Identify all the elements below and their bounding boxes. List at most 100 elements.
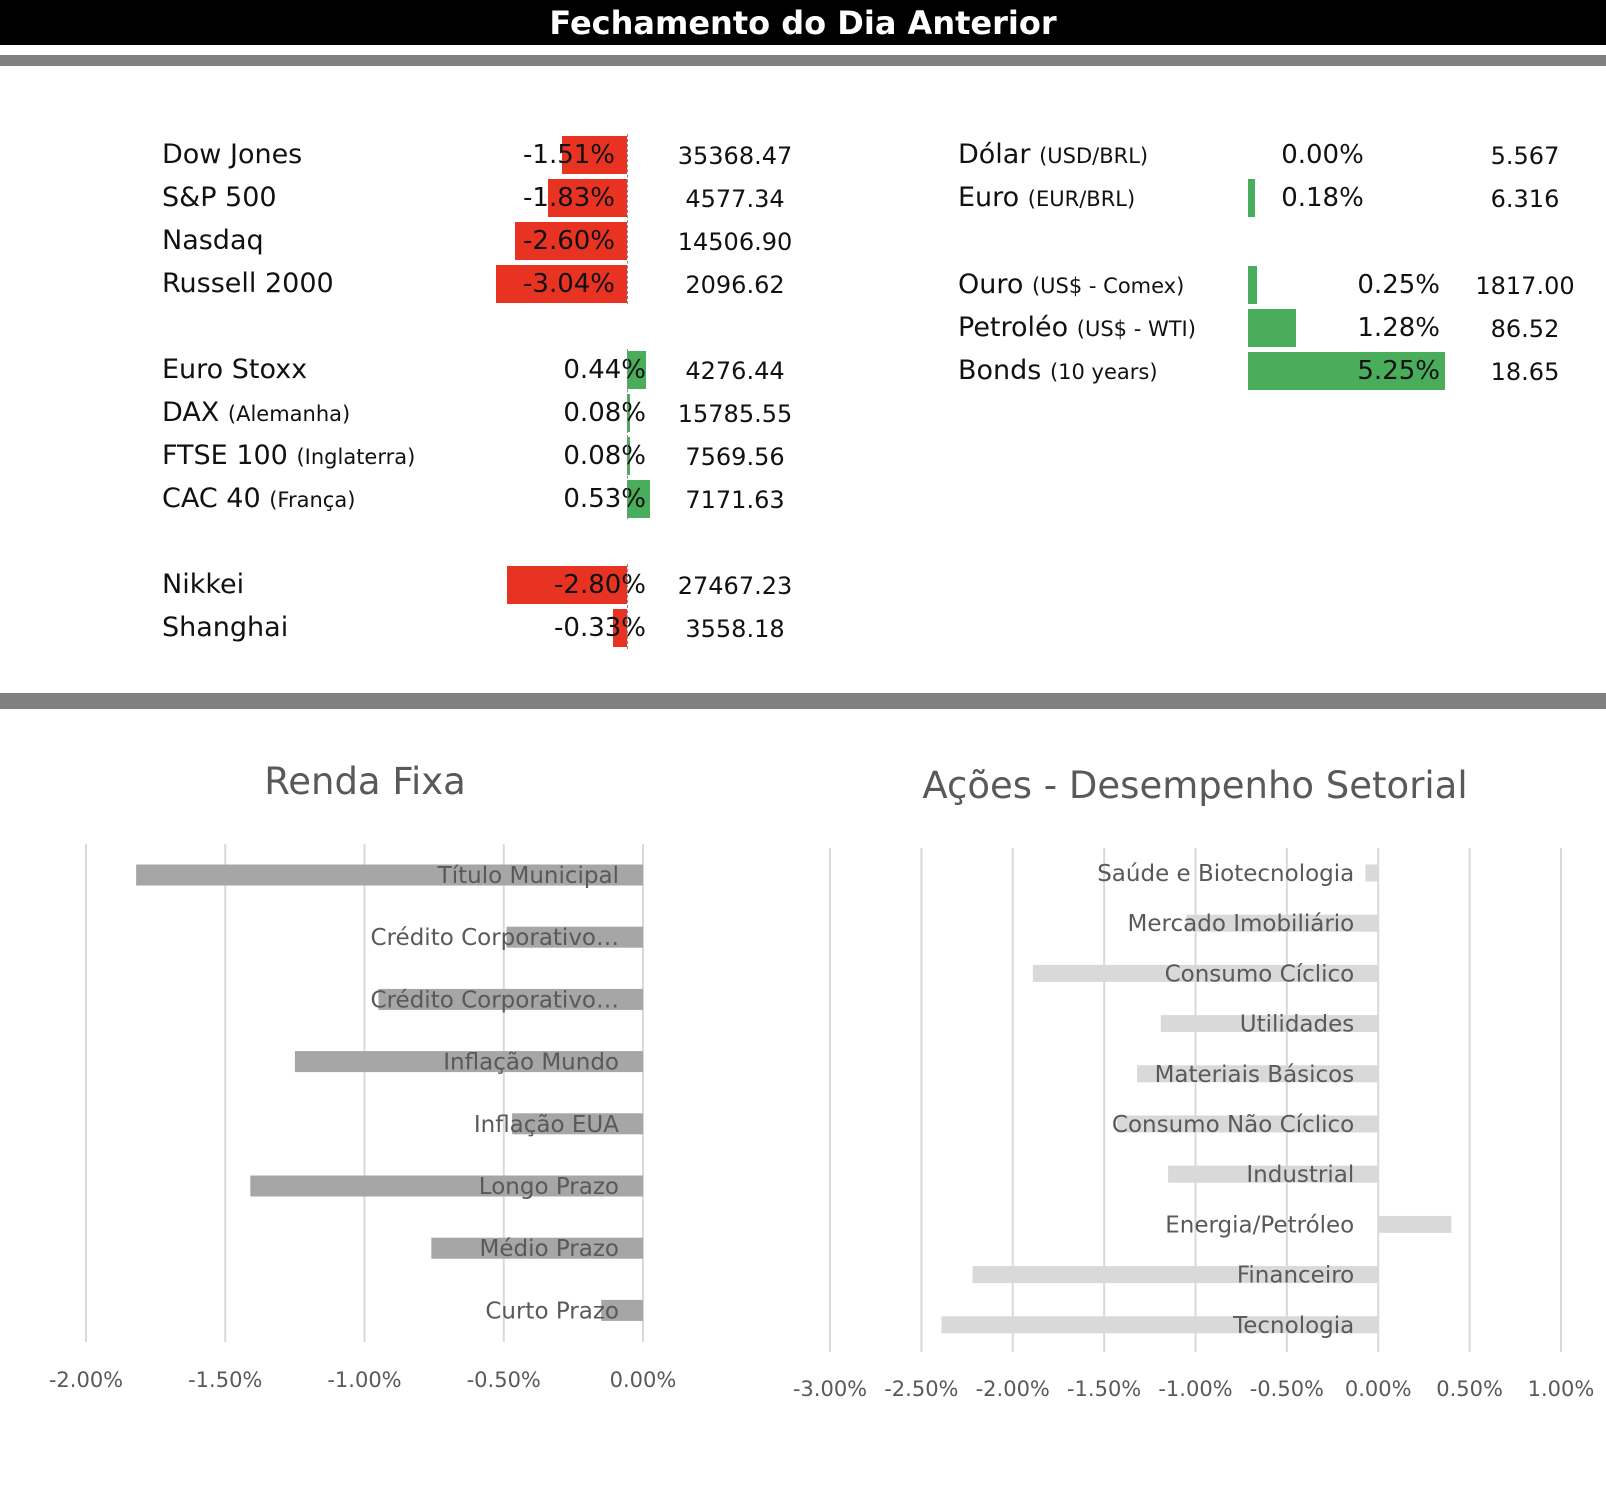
pct-bar [1248, 266, 1258, 304]
bar [601, 1299, 643, 1321]
bar [1378, 1215, 1452, 1233]
market-value: 18.65 [1490, 358, 1560, 386]
category-label: Título Municipal [437, 863, 619, 889]
category-label: Energia/Petróleo [1165, 1212, 1354, 1238]
category-label: Tecnologia [1232, 1313, 1354, 1339]
market-value: 86.52 [1490, 315, 1560, 343]
category-label: Inflação EUA [474, 1112, 619, 1138]
market-value: 35368.47 [677, 142, 793, 170]
bar [1137, 1065, 1379, 1083]
market-name: Dow Jones [162, 135, 302, 175]
pct-label: -3.04% [523, 269, 615, 299]
zero-axis [627, 564, 628, 649]
tick-label: -0.50% [467, 1368, 541, 1392]
tick-label: -3.00% [793, 1377, 867, 1401]
pct-bar [506, 566, 627, 604]
tick-label: 0.00% [1345, 1377, 1412, 1401]
pct-label: -1.83% [523, 183, 615, 213]
category-label: Médio Prazo [479, 1236, 619, 1262]
tick-label: 0.50% [1436, 1377, 1503, 1401]
market-value: 15785.55 [677, 400, 793, 428]
pct-bar [562, 136, 627, 174]
tick-label: -0.50% [1250, 1377, 1324, 1401]
pct-bar [496, 265, 627, 303]
market-value: 3558.18 [685, 615, 785, 643]
market-name-sub: (US$ - Comex) [1031, 274, 1185, 298]
pct-label: 0.18% [1281, 183, 1364, 213]
market-name-sub: (US$ - WTI) [1076, 317, 1196, 341]
market-name-sub: (França) [269, 488, 356, 512]
bar [1365, 864, 1379, 882]
header-divider [0, 55, 1606, 66]
renda-fixa-title: Renda Fixa [264, 760, 466, 803]
renda-fixa-chart: -2.00% -1.50% -1.00% -0.50% 0.00% Título Muni… [49, 844, 677, 1392]
category-label: Crédito Corporativo… [371, 925, 619, 951]
market-value: 7171.63 [685, 486, 785, 514]
market-name: Euro (EUR/BRL) [958, 178, 1135, 219]
pct-bar [627, 394, 631, 432]
pct-label: -2.80% [554, 570, 646, 600]
market-value: 14506.90 [677, 228, 793, 256]
market-name: CAC 40 (França) [162, 479, 355, 520]
bar [378, 988, 643, 1010]
market-name-main: Euro [958, 182, 1020, 213]
category-label: Curto Prazo [485, 1298, 619, 1324]
bar [431, 1237, 643, 1259]
pct-label: -1.51% [523, 140, 615, 170]
page-header: Fechamento do Dia Anterior [0, 0, 1606, 45]
pct-bar [612, 609, 627, 647]
pct-label: 1.28% [1357, 313, 1440, 343]
pct-bar [627, 480, 650, 518]
pct-bar [1248, 309, 1296, 347]
tick-label: -1.50% [188, 1368, 262, 1392]
market-name-main: Euro Stoxx [162, 354, 308, 385]
market-name-sub: (EUR/BRL) [1027, 187, 1136, 211]
market-value: 4577.34 [685, 185, 785, 213]
market-value: 7569.56 [685, 443, 785, 471]
zero-axis [627, 134, 628, 304]
market-name: Nasdaq [162, 221, 264, 261]
market-name-sub: (Inglaterra) [296, 445, 416, 469]
market-name-main: Dow Jones [162, 139, 303, 170]
page-title: Fechamento do Dia Anterior [549, 4, 1057, 42]
tick-label: -1.00% [327, 1368, 401, 1392]
pct-label: 0.08% [563, 441, 646, 471]
pct-bar [627, 437, 631, 475]
pct-bar [1248, 352, 1445, 390]
market-name: Nikkei [162, 565, 244, 605]
market-name-main: Nasdaq [162, 225, 264, 256]
bar [1168, 1165, 1379, 1183]
pct-bar [515, 222, 627, 260]
market-name: DAX (Alemanha) [162, 393, 350, 434]
pct-label: 5.25% [1357, 356, 1440, 386]
market-name: FTSE 100 (Inglaterra) [162, 436, 415, 477]
pct-label: 0.53% [563, 484, 646, 514]
market-name: Russell 2000 [162, 264, 334, 304]
category-label: Consumo Cíclico [1165, 961, 1355, 987]
category-label: Mercado Imobiliário [1128, 911, 1355, 937]
market-name-main: Ouro [958, 269, 1024, 300]
tick-label: -1.00% [1158, 1377, 1232, 1401]
market-value: 4276.44 [685, 357, 785, 385]
category-label: Inflação Mundo [443, 1050, 619, 1076]
acoes-title: Ações - Desempenho Setorial [922, 764, 1468, 807]
market-name-main: Shanghai [162, 612, 289, 643]
section-divider [0, 693, 1606, 709]
tick-label: 0.00% [610, 1368, 677, 1392]
pct-label: -2.60% [523, 226, 615, 256]
pct-label: 0.08% [563, 398, 646, 428]
tick-label: -1.50% [1067, 1377, 1141, 1401]
pct-label: -0.33% [554, 613, 646, 643]
market-name-main: CAC 40 [162, 483, 261, 514]
market-name-main: Bonds [958, 355, 1042, 386]
market-name: Bonds (10 years) [958, 351, 1158, 392]
market-name-sub: (Alemanha) [227, 402, 351, 426]
market-name-sub: (10 years) [1049, 360, 1158, 384]
market-name: Ouro (US$ - Comex) [958, 265, 1184, 306]
market-value: 6.316 [1490, 185, 1560, 213]
bar [972, 1266, 1379, 1284]
pct-label: 0.00% [1281, 140, 1364, 170]
market-name-sub: (USD/BRL) [1039, 144, 1149, 168]
category-label: Consumo Não Cíclico [1112, 1112, 1354, 1138]
category-label: Industrial [1246, 1162, 1354, 1188]
